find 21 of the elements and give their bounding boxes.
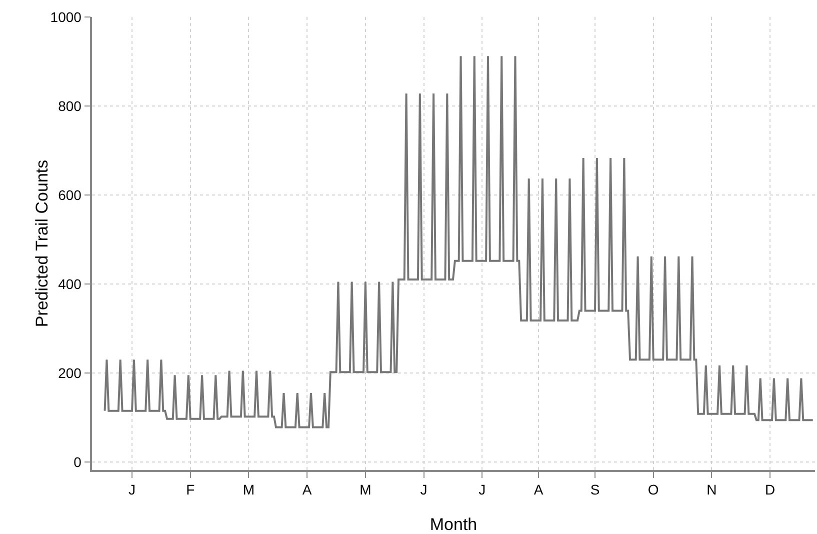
y-tick-label: 1000	[50, 8, 82, 25]
x-tick-label: J	[128, 482, 136, 498]
y-tick-label: 800	[58, 98, 82, 114]
x-tick-label: F	[186, 482, 195, 498]
x-tick-label: M	[242, 482, 255, 498]
y-axis-title: Predicted Trail Counts	[32, 160, 52, 328]
x-tick-label: N	[706, 482, 717, 498]
x-tick-label: D	[765, 482, 776, 498]
x-tick-label: S	[590, 482, 600, 498]
x-tick-label: O	[648, 482, 659, 498]
x-axis-title: Month	[430, 515, 478, 534]
y-tick-label: 400	[58, 276, 82, 292]
y-tick-label: 0	[74, 454, 82, 470]
x-tick-label: A	[302, 482, 312, 498]
y-tick-label: 600	[58, 186, 82, 203]
x-tick-label: J	[478, 482, 486, 498]
x-tick-label: J	[420, 482, 428, 498]
x-tick-label: M	[360, 482, 372, 498]
x-tick-label: A	[534, 482, 544, 498]
line-series	[104, 55, 814, 428]
y-tick-label: 200	[58, 364, 82, 381]
